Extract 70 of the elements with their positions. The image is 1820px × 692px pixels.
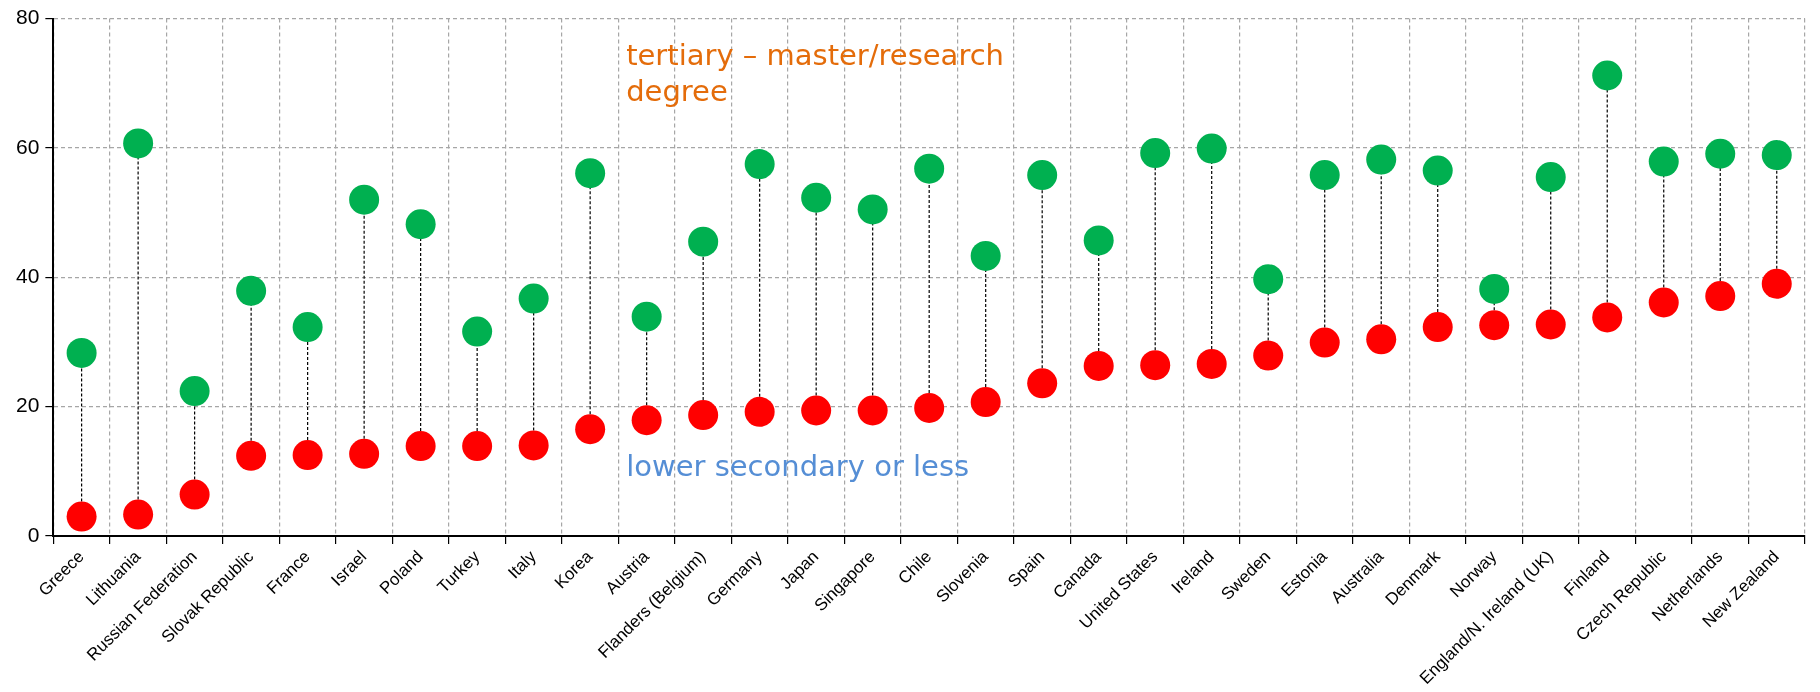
point [970,240,1001,271]
y-tick-label: 20 [16,393,40,417]
y-tick-label: 40 [16,264,40,288]
point [123,499,154,530]
point [1196,133,1227,164]
point [1535,309,1566,340]
point [1592,302,1623,333]
text: tertiary – master/research degree [626,37,1004,108]
point [1592,60,1623,91]
point [1366,144,1397,175]
point [292,440,323,471]
point [575,158,606,189]
point [1027,160,1058,191]
point [1140,350,1171,381]
point [179,376,210,407]
point [744,396,775,427]
point [914,153,945,184]
point [462,431,493,462]
point [1253,264,1284,295]
point [857,194,888,225]
point [1761,140,1792,171]
y-tick-label: 0 [27,522,40,546]
point [1253,340,1284,371]
point [66,337,97,368]
point [123,128,154,159]
point [349,184,380,215]
point [1648,287,1679,318]
point [236,440,267,471]
point [744,149,775,180]
point [405,431,436,462]
point [1140,138,1171,169]
point [631,301,662,332]
point [405,209,436,240]
point [1083,350,1114,381]
point [914,392,945,423]
point [688,226,719,257]
point [1761,268,1792,299]
point [1422,155,1453,186]
point [518,283,549,314]
point [1309,160,1340,191]
point [349,438,380,469]
point [1309,327,1340,358]
point [631,405,662,436]
point [801,182,832,213]
x-tick-label: Italy [504,546,541,583]
point [1648,146,1679,177]
point [179,479,210,510]
point [970,387,1001,418]
point [1535,162,1566,193]
point [1366,324,1397,355]
point [1479,310,1510,341]
point [292,312,323,343]
point [66,501,97,532]
point [688,400,719,431]
series-label: lower secondary or less [626,449,970,484]
y-tick-label: 80 [16,5,40,29]
point [1196,348,1227,379]
point [518,430,549,461]
y-tick-label: 60 [16,134,40,158]
point [1422,312,1453,343]
point [801,395,832,426]
point [236,275,267,306]
point [1705,138,1736,169]
point [857,395,888,426]
point [575,414,606,445]
point [462,316,493,347]
point [1083,225,1114,256]
point [1027,368,1058,399]
point [1479,273,1510,304]
point [1705,281,1736,312]
